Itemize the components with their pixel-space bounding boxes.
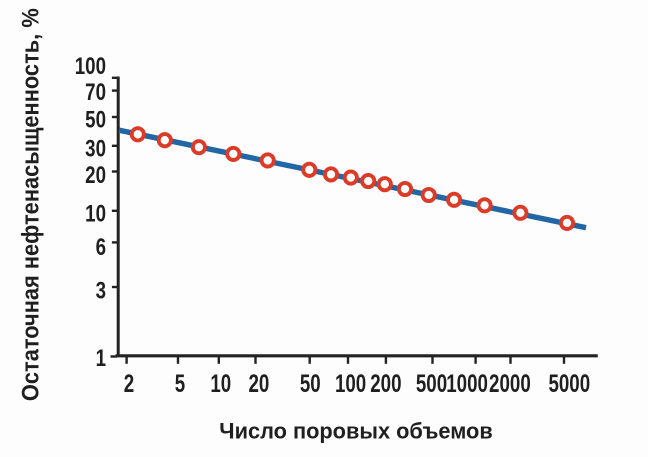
svg-text:50: 50 <box>85 106 106 133</box>
svg-text:70: 70 <box>85 79 106 106</box>
svg-text:6: 6 <box>96 234 106 261</box>
svg-text:2: 2 <box>124 369 134 397</box>
svg-text:200: 200 <box>370 369 401 397</box>
svg-text:10: 10 <box>210 369 231 397</box>
svg-text:20: 20 <box>85 162 106 189</box>
svg-text:Остаточная нефтенасыщенность,: Остаточная нефтенасыщенность, % <box>17 8 44 401</box>
svg-text:2000: 2000 <box>489 369 531 397</box>
svg-text:30: 30 <box>85 135 106 162</box>
svg-text:5: 5 <box>175 369 185 397</box>
svg-text:1: 1 <box>96 345 106 372</box>
svg-text:100: 100 <box>75 53 106 80</box>
svg-text:Число поровых объемов: Число поровых объемов <box>219 418 492 443</box>
svg-text:5000: 5000 <box>548 369 590 397</box>
svg-text:3: 3 <box>96 277 106 304</box>
svg-text:1000: 1000 <box>446 369 488 397</box>
svg-text:500: 500 <box>416 369 447 397</box>
svg-text:100: 100 <box>335 369 366 397</box>
svg-text:10: 10 <box>85 200 106 227</box>
svg-text:50: 50 <box>300 369 321 397</box>
svg-text:20: 20 <box>248 369 269 397</box>
